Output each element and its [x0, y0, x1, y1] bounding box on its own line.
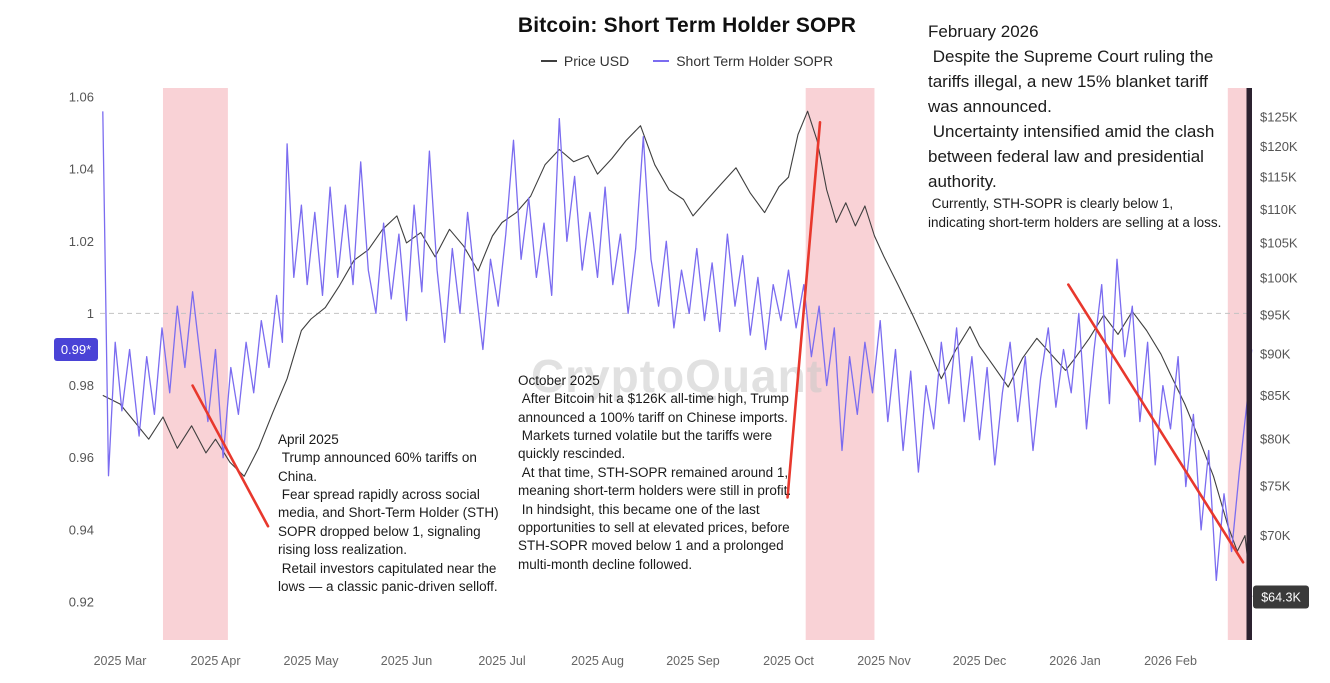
price-axis-tick-label: $100K: [1260, 271, 1298, 286]
annotation-paragraph: Markets turned volatile but the tariffs …: [518, 428, 776, 462]
current-price-badge: [1253, 585, 1309, 609]
legend-item-price-usd[interactable]: Price USD: [540, 53, 630, 69]
red-trend-line: [786, 120, 822, 499]
price-axis-tick-label: $110K: [1260, 202, 1297, 217]
x-axis-tick-label: 2025 Jun: [381, 654, 432, 668]
x-axis-tick-label: 2025 Nov: [857, 654, 911, 668]
sopr-axis-tick-label: 1.02: [69, 234, 94, 249]
price-axis-tick-label: $125K: [1260, 110, 1298, 125]
price-axis-tick-label: $115K: [1260, 170, 1297, 185]
x-axis-tick-label: 2025 Dec: [953, 654, 1007, 668]
price-axis-tick-label: $85K: [1260, 388, 1291, 403]
current-sopr-badge: [54, 337, 98, 361]
x-axis-tick-label: 2026 Jan: [1049, 654, 1100, 668]
chart-legend: Price USD Short Term Holder SOPR: [357, 53, 1017, 69]
sopr-line-swatch-icon: [653, 60, 670, 62]
red-trend-line: [191, 384, 270, 528]
sopr-axis-tick-label: 0.92: [69, 594, 94, 609]
red-trend-line: [1067, 283, 1245, 564]
current-sopr-badge-label: 0.99*: [61, 342, 91, 357]
price-axis-tick-label: $80K: [1260, 432, 1291, 447]
price-axis-tick-label: $95K: [1260, 308, 1291, 323]
sth-sopr-line: [102, 111, 1253, 582]
x-axis-tick-label: 2025 Aug: [571, 654, 624, 668]
annotation-paragraph: Despite the Supreme Court ruling the tar…: [928, 46, 1219, 116]
watermark-text: CryptoQuant: [531, 350, 823, 402]
price-axis-tick-label: $90K: [1260, 347, 1291, 362]
event-highlight-band: [1227, 88, 1247, 640]
annotation-february-2026: February 2026 Despite the Supreme Court …: [928, 20, 1230, 232]
annotation-april-2025: April 2025 Trump announced 60% tariffs o…: [278, 431, 511, 596]
x-axis-tick-label: 2025 Jul: [478, 654, 525, 668]
annotation-paragraph: At that time, STH-SOPR remained around 1…: [518, 464, 792, 499]
annotation-october-2025: October 2025 After Bitcoin hit a $126K a…: [518, 372, 792, 574]
annotation-paragraph: Trump announced 60% tariffs on China.: [278, 450, 481, 484]
x-axis-tick-label: 2025 Sep: [666, 654, 720, 668]
legend-item-sth-sopr[interactable]: Short Term Holder SOPR: [653, 53, 833, 69]
annotation-paragraph: In hindsight, this became one of the las…: [518, 501, 794, 572]
sopr-axis-tick-label: 1.06: [69, 90, 94, 105]
legend-label-price-usd: Price USD: [563, 53, 630, 69]
annotation-paragraph-small: Currently, STH-SOPR is clearly below 1, …: [928, 195, 1222, 230]
sopr-axis-tick-label: 1.04: [69, 162, 94, 177]
annotation-paragraph: After Bitcoin hit a $126K all-time high,…: [518, 391, 793, 425]
current-time-marker-bar: [1246, 88, 1252, 640]
sopr-axis-tick-label: 0.96: [69, 450, 94, 465]
price-line-swatch-icon: [540, 60, 557, 62]
price-usd-line: [102, 110, 1253, 598]
x-axis-tick-label: 2025 May: [284, 654, 340, 668]
sopr-axis-tick-label: 0.98: [69, 378, 94, 393]
x-axis-tick-label: 2025 Mar: [94, 654, 147, 668]
annotation-paragraph: Fear spread rapidly across social media,…: [278, 487, 503, 558]
annotation-heading: October 2025: [518, 373, 600, 388]
x-axis-tick-label: 2025 Oct: [763, 654, 814, 668]
annotation-heading: February 2026: [928, 22, 1039, 41]
price-axis-tick-label: $120K: [1260, 139, 1298, 154]
sopr-axis-tick-label: 0.94: [69, 522, 94, 537]
page-title: Bitcoin: Short Term Holder SOPR: [517, 14, 857, 37]
x-axis-tick-label: 2025 Apr: [190, 654, 240, 668]
price-axis-tick-label: $70K: [1260, 528, 1291, 543]
annotation-paragraph: Uncertainty intensified amid the clash b…: [928, 121, 1220, 191]
price-axis-tick-label: $105K: [1260, 235, 1298, 250]
price-axis-tick-label: $75K: [1260, 478, 1291, 493]
x-axis-tick-label: 2026 Feb: [1144, 654, 1197, 668]
annotation-paragraph: Retail investors capitulated near the lo…: [278, 560, 501, 594]
sopr-axis-tick-label: 1: [87, 306, 94, 321]
current-price-badge-label: $64.3K: [1261, 590, 1301, 604]
annotation-heading: April 2025: [278, 432, 339, 447]
legend-label-sth-sopr: Short Term Holder SOPR: [676, 53, 834, 69]
